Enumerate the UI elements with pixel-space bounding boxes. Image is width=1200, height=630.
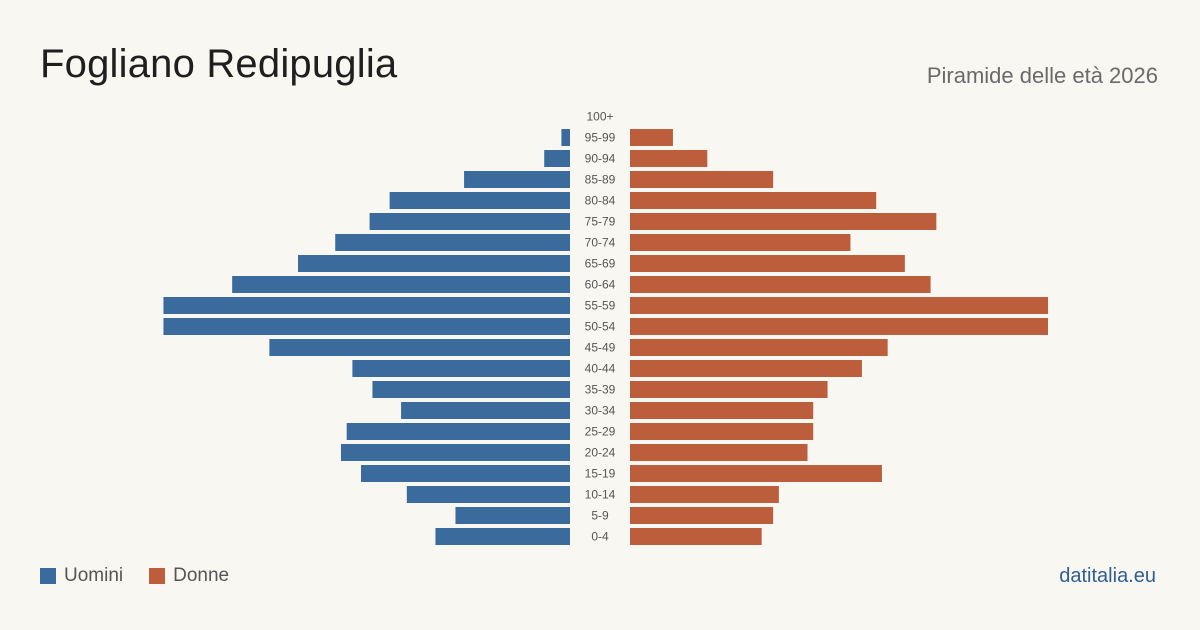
legend: Uomini Donne	[40, 565, 229, 587]
bar-men-0-4	[435, 528, 570, 545]
age-group-label: 55-59	[585, 299, 616, 313]
bar-men-40-44	[352, 360, 570, 377]
bar-women-0-4	[630, 528, 762, 545]
bar-women-95-99	[630, 129, 673, 146]
bar-men-10-14	[406, 486, 570, 503]
bar-women-90-94	[630, 150, 708, 167]
age-group-label: 85-89	[585, 173, 616, 187]
age-group-label: 75-79	[585, 215, 616, 229]
age-group-label: 10-14	[585, 488, 616, 502]
bar-women-60-64	[630, 276, 931, 293]
bar-men-30-34	[401, 402, 570, 419]
age-group-label: 60-64	[585, 278, 616, 292]
age-group-label: 95-99	[585, 131, 616, 145]
age-group-label: 50-54	[585, 320, 616, 334]
bar-men-25-29	[346, 423, 570, 440]
bar-men-90-94	[544, 150, 570, 167]
bar-men-80-84	[389, 192, 570, 209]
bar-men-20-24	[340, 444, 570, 461]
bar-women-45-49	[630, 339, 888, 356]
bar-women-40-44	[630, 360, 862, 377]
legend-swatch-women	[149, 568, 166, 584]
age-group-label: 30-34	[585, 404, 616, 418]
bar-men-50-54	[163, 318, 570, 335]
bar-women-10-14	[630, 486, 779, 503]
age-group-label: 100+	[586, 110, 613, 124]
bar-men-65-69	[298, 255, 570, 272]
bar-women-50-54	[630, 318, 1048, 335]
age-group-label: 70-74	[585, 236, 616, 250]
bar-women-85-89	[630, 171, 774, 188]
age-group-label: 90-94	[585, 152, 616, 166]
bar-women-35-39	[630, 381, 828, 398]
age-group-label: 65-69	[585, 257, 616, 271]
bar-women-20-24	[630, 444, 808, 461]
bar-women-55-59	[630, 297, 1048, 314]
bar-men-35-39	[372, 381, 570, 398]
age-group-label: 35-39	[585, 383, 616, 397]
bar-women-65-69	[630, 255, 905, 272]
bar-men-45-49	[269, 339, 570, 356]
bar-men-75-79	[369, 213, 570, 230]
chart-title: Fogliano Redipuglia	[40, 42, 398, 86]
legend-swatch-men	[40, 568, 56, 584]
source-link[interactable]: datitalia.eu	[1059, 565, 1156, 587]
legend-item-women: Donne	[149, 565, 229, 587]
age-group-label: 40-44	[585, 362, 616, 376]
bar-women-30-34	[630, 402, 814, 419]
legend-label-women: Donne	[173, 565, 230, 586]
legend-label-men: Uomini	[64, 565, 124, 586]
age-group-label: 80-84	[585, 194, 616, 208]
legend-item-men: Uomini	[40, 565, 123, 587]
chart-subtitle: Piramide delle età 2026	[926, 63, 1158, 88]
age-group-label: 25-29	[585, 425, 616, 439]
bar-men-85-89	[464, 171, 570, 188]
bar-men-70-74	[335, 234, 570, 251]
bar-women-80-84	[630, 192, 877, 209]
bar-women-75-79	[630, 213, 937, 230]
age-group-label: 20-24	[585, 446, 616, 460]
age-group-label: 5-9	[591, 509, 609, 523]
bar-men-95-99	[561, 129, 570, 146]
bar-women-70-74	[630, 234, 851, 251]
bar-women-5-9	[630, 507, 774, 524]
bar-men-55-59	[163, 297, 570, 314]
age-group-label: 45-49	[585, 341, 616, 355]
bar-women-15-19	[630, 465, 882, 482]
age-group-label: 0-4	[591, 530, 609, 544]
bar-men-15-19	[361, 465, 570, 482]
age-group-label: 15-19	[585, 467, 616, 481]
bar-women-25-29	[630, 423, 814, 440]
bar-men-5-9	[455, 507, 570, 524]
bar-men-60-64	[232, 276, 571, 293]
